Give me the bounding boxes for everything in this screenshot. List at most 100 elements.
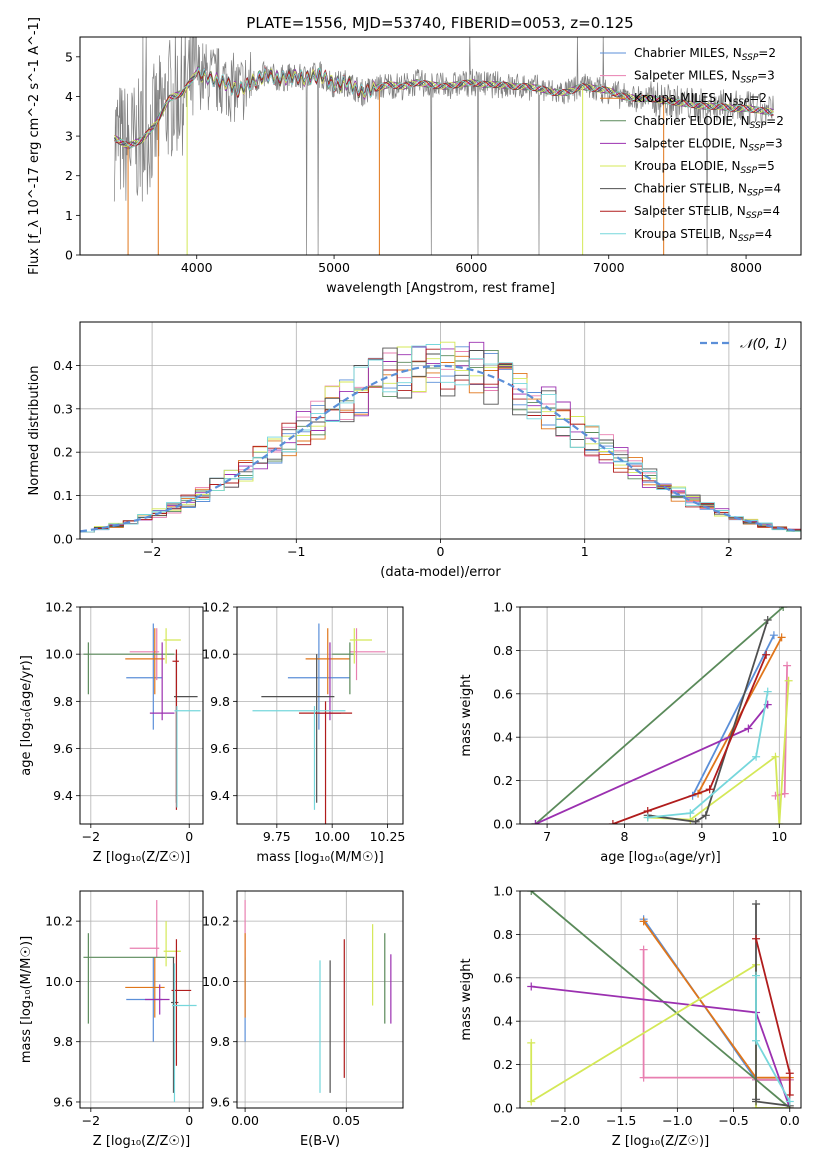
y-tick-label: 0.3 [53, 401, 73, 416]
errorbar-point [149, 642, 175, 721]
errorbar-point [287, 623, 350, 730]
plus-marker [752, 934, 761, 943]
x-tick-label: 0.05 [332, 1113, 360, 1128]
y-tick-label: 0.2 [53, 445, 73, 460]
plus-marker [744, 724, 753, 733]
legend-label: Kroupa ELODIE, NSSP=5 [634, 159, 775, 176]
y-tick-label: 0.6 [493, 686, 513, 701]
x-axis-label: Z [log₁₀(Z/Z☉)] [612, 1134, 709, 1149]
x-tick-label: 2 [725, 544, 733, 559]
weight-series-line [530, 891, 791, 1108]
axes-frame [236, 890, 404, 1109]
x-tick-label: 7 [543, 829, 551, 844]
x-tick-label: −1 [287, 544, 305, 559]
y-tick-label: 10.2 [202, 600, 230, 615]
y-tick-label: 10.0 [45, 647, 73, 662]
errorbar-point [252, 706, 346, 810]
axes-frame [79, 890, 204, 1109]
plus-marker [527, 1097, 536, 1106]
plus-marker [752, 752, 761, 761]
plus-marker [527, 891, 536, 895]
errorbar-point [172, 963, 197, 1102]
y-tick-label: 10.0 [202, 974, 230, 989]
axes-frame [236, 606, 404, 825]
legend-label: Chabrier STELIB, NSSP=4 [634, 182, 781, 199]
errorbar-point [261, 654, 335, 803]
errorbar-point [83, 933, 175, 1024]
x-tick-label: 0.0 [780, 1113, 800, 1128]
legend-label: Salpeter STELIB, NSSP=4 [634, 204, 780, 221]
axes-age_vs_mass: 9.75 10.00 10.25 9.4 9.6 9.8 10.0 10.2 mass [log… [202, 600, 405, 866]
plot-area [244, 900, 392, 1093]
plus-marker [705, 785, 714, 794]
x-tick-label: 10.25 [370, 829, 406, 844]
weight-series-line [647, 691, 769, 819]
legend-label: Salpeter ELODIE, NSSP=3 [634, 136, 783, 153]
y-tick-label: 0.2 [493, 773, 513, 788]
x-tick-label: 8000 [730, 260, 762, 275]
x-axis-label: mass [log₁₀(M/M☉)] [256, 850, 383, 865]
y-tick-label: 0.1 [53, 488, 73, 503]
x-tick-label: 9 [698, 829, 706, 844]
plus-marker [527, 1038, 536, 1047]
axes-frame [519, 606, 802, 825]
y-tick-label: 9.8 [210, 694, 230, 709]
axes-frame [79, 36, 802, 256]
plus-marker [643, 813, 652, 822]
plot-area [83, 623, 201, 810]
legend-entry: Kroupa ELODIE, NSSP=5 [600, 159, 775, 176]
legend-entry: Kroupa MILES, NSSP=2 [600, 91, 767, 108]
plus-marker [763, 616, 772, 625]
legend-entry: Salpeter STELIB, NSSP=4 [600, 204, 780, 221]
y-tick-label: 0.4 [53, 358, 73, 373]
plot-area [531, 607, 793, 824]
x-tick-label: 5000 [318, 260, 350, 275]
legend: Chabrier MILES, NSSP=2 Salpeter MILES, NS… [600, 46, 784, 244]
legend-label: Salpeter MILES, NSSP=3 [634, 69, 775, 86]
plus-marker [762, 650, 771, 659]
legend-entry: Chabrier STELIB, NSSP=4 [600, 182, 781, 199]
figure-title: PLATE=1556, MJD=53740, FIBERID=0053, z=0… [246, 14, 633, 32]
y-tick-label: 9.6 [210, 1094, 230, 1109]
x-tick-label: 8 [621, 829, 629, 844]
errorbar-point [125, 628, 165, 695]
errorbar-point [349, 628, 386, 681]
plot-area [80, 341, 801, 533]
plus-marker [775, 820, 784, 824]
plus-marker [769, 631, 778, 640]
errorbar-point [125, 957, 165, 1018]
legend: 𝒩(0, 1) [700, 337, 787, 352]
y-tick-label: 9.6 [53, 741, 73, 756]
x-axis-label: age [log₁₀(age/yr)] [600, 850, 721, 865]
plus-marker [752, 971, 761, 980]
y-tick-label: 0.4 [493, 1014, 513, 1029]
x-tick-label: 9.75 [263, 829, 291, 844]
x-axis-label: (data-model)/error [380, 565, 501, 580]
x-tick-label: 0 [185, 829, 193, 844]
x-tick-label: −1.5 [606, 1113, 636, 1128]
weight-series-line [691, 634, 775, 797]
weight-series-line [612, 654, 768, 824]
plot-area [527, 891, 794, 1108]
errorbar-point [172, 649, 179, 810]
plot-area [252, 623, 386, 824]
weight-series-line [755, 975, 791, 1102]
plus-marker [785, 1097, 794, 1106]
x-tick-label: 4000 [181, 260, 213, 275]
plus-marker [784, 676, 793, 685]
errorbar-point [298, 701, 353, 824]
y-tick-label: 1 [65, 208, 73, 223]
legend-label: 𝒩(0, 1) [740, 337, 787, 352]
errorbar-point [144, 984, 170, 1015]
x-tick-label: 6000 [455, 260, 487, 275]
y-tick-label: 0.0 [53, 532, 73, 547]
weight-series-line [531, 985, 791, 1108]
legend-entry: Chabrier MILES, NSSP=2 [600, 46, 776, 63]
plus-marker [779, 607, 788, 611]
y-tick-label: 0.4 [493, 730, 513, 745]
y-tick-label: 0.6 [493, 970, 513, 985]
y-tick-label: 9.4 [210, 788, 230, 803]
y-tick-label: 10.2 [202, 914, 230, 929]
weight-series-line [647, 619, 769, 823]
